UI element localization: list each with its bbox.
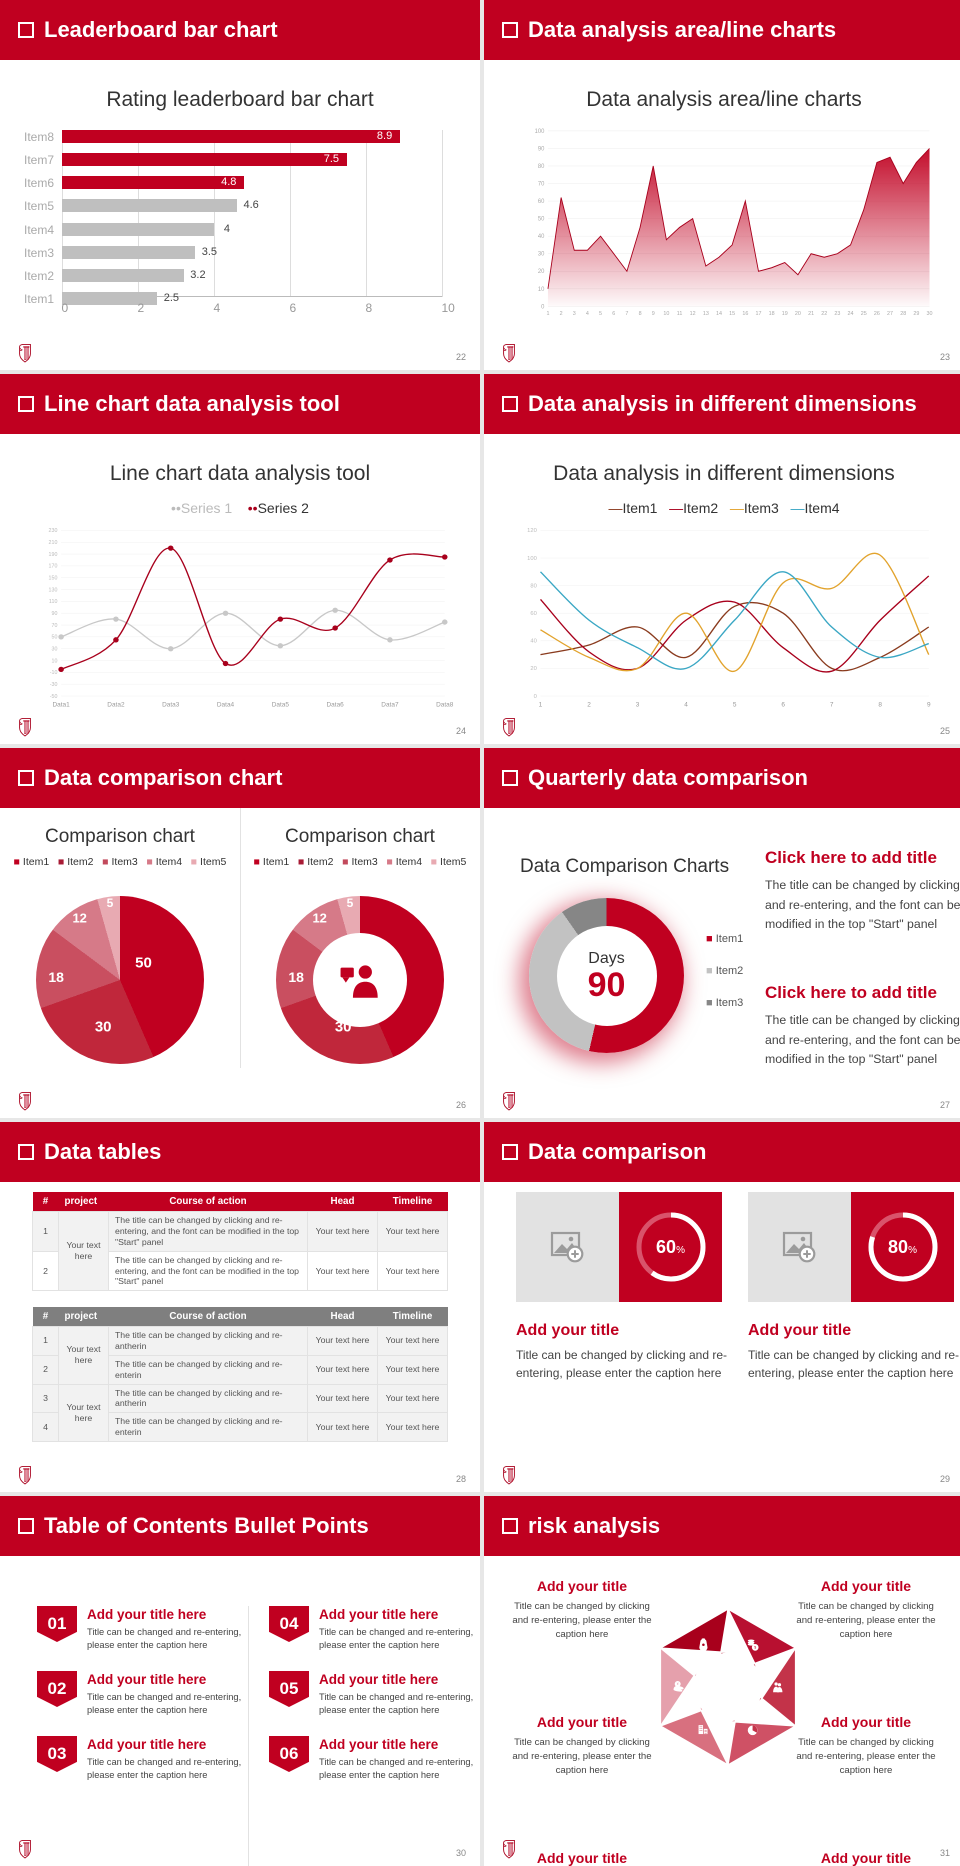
svg-text:8: 8 <box>878 702 882 709</box>
svg-text:25: 25 <box>861 311 867 317</box>
svg-text:6: 6 <box>781 702 785 709</box>
svg-text:8: 8 <box>639 311 642 317</box>
svg-text:Data7: Data7 <box>381 702 399 709</box>
svg-text:10: 10 <box>51 658 57 664</box>
svg-text:150: 150 <box>49 576 58 582</box>
svg-text:80: 80 <box>538 163 545 170</box>
svg-text:Data1: Data1 <box>52 702 70 709</box>
svg-text:2: 2 <box>587 702 591 709</box>
svg-text:2: 2 <box>560 311 563 317</box>
svg-text:30: 30 <box>51 647 57 653</box>
svg-text:70: 70 <box>51 623 57 629</box>
svg-text:5: 5 <box>733 702 737 709</box>
svg-text:20: 20 <box>795 311 801 317</box>
svg-text:0: 0 <box>541 303 545 310</box>
svg-text:110: 110 <box>49 599 58 605</box>
svg-text:-50: -50 <box>50 694 58 700</box>
svg-text:5: 5 <box>599 311 602 317</box>
svg-text:15: 15 <box>729 311 735 317</box>
svg-text:Data5: Data5 <box>272 702 290 709</box>
svg-text:1: 1 <box>546 311 549 317</box>
svg-text:Data3: Data3 <box>162 702 180 709</box>
svg-text:11: 11 <box>677 311 683 317</box>
svg-text:22: 22 <box>821 311 827 317</box>
svg-text:7: 7 <box>625 311 628 317</box>
svg-text:24: 24 <box>848 311 854 317</box>
svg-text:16: 16 <box>742 311 748 317</box>
svg-text:90: 90 <box>538 145 545 152</box>
svg-text:3: 3 <box>573 311 576 317</box>
svg-text:4: 4 <box>684 702 688 709</box>
svg-text:40: 40 <box>538 233 545 240</box>
svg-text:100: 100 <box>527 556 537 562</box>
svg-text:60: 60 <box>538 198 545 205</box>
svg-text:190: 190 <box>49 552 58 558</box>
svg-text:Data4: Data4 <box>217 702 235 709</box>
svg-text:9: 9 <box>652 311 655 317</box>
svg-text:50: 50 <box>538 215 545 222</box>
svg-text:3: 3 <box>636 702 640 709</box>
svg-text:Data2: Data2 <box>107 702 125 709</box>
svg-text:90: 90 <box>51 611 57 617</box>
svg-text:14: 14 <box>716 311 722 317</box>
svg-text:27: 27 <box>887 311 893 317</box>
svg-text:28: 28 <box>900 311 906 317</box>
svg-text:10: 10 <box>663 311 669 317</box>
svg-text:230: 230 <box>49 528 58 534</box>
svg-text:210: 210 <box>49 540 58 546</box>
svg-text:¥: ¥ <box>677 1682 679 1686</box>
svg-text:17: 17 <box>755 311 761 317</box>
svg-text:21: 21 <box>808 311 814 317</box>
svg-text:29: 29 <box>913 311 919 317</box>
svg-text:130: 130 <box>49 587 58 593</box>
svg-text:9: 9 <box>927 702 931 709</box>
svg-text:10: 10 <box>538 286 545 293</box>
svg-text:50: 50 <box>51 635 57 641</box>
svg-text:80: 80 <box>530 583 536 589</box>
svg-text:30: 30 <box>927 311 933 317</box>
svg-text:60: 60 <box>530 611 536 617</box>
svg-text:20: 20 <box>530 666 536 672</box>
svg-text:1: 1 <box>539 702 543 709</box>
svg-text:70: 70 <box>538 180 545 187</box>
svg-text:40: 40 <box>530 639 536 645</box>
svg-text:30: 30 <box>538 250 545 257</box>
svg-text:4: 4 <box>586 311 589 317</box>
svg-text:120: 120 <box>527 528 537 534</box>
svg-text:12: 12 <box>690 311 696 317</box>
svg-text:170: 170 <box>49 564 58 570</box>
svg-text:18: 18 <box>769 311 775 317</box>
svg-text:-30: -30 <box>50 682 58 688</box>
svg-text:6: 6 <box>612 311 615 317</box>
svg-text:Data6: Data6 <box>327 702 345 709</box>
svg-text:0: 0 <box>534 694 537 700</box>
svg-text:13: 13 <box>703 311 709 317</box>
svg-text:-10: -10 <box>50 670 58 676</box>
svg-text:20: 20 <box>538 268 545 275</box>
svg-text:19: 19 <box>782 311 788 317</box>
svg-text:Data8: Data8 <box>436 702 454 709</box>
svg-text:26: 26 <box>874 311 880 317</box>
svg-text:100: 100 <box>535 128 545 135</box>
svg-text:23: 23 <box>834 311 840 317</box>
svg-text:7: 7 <box>830 702 834 709</box>
